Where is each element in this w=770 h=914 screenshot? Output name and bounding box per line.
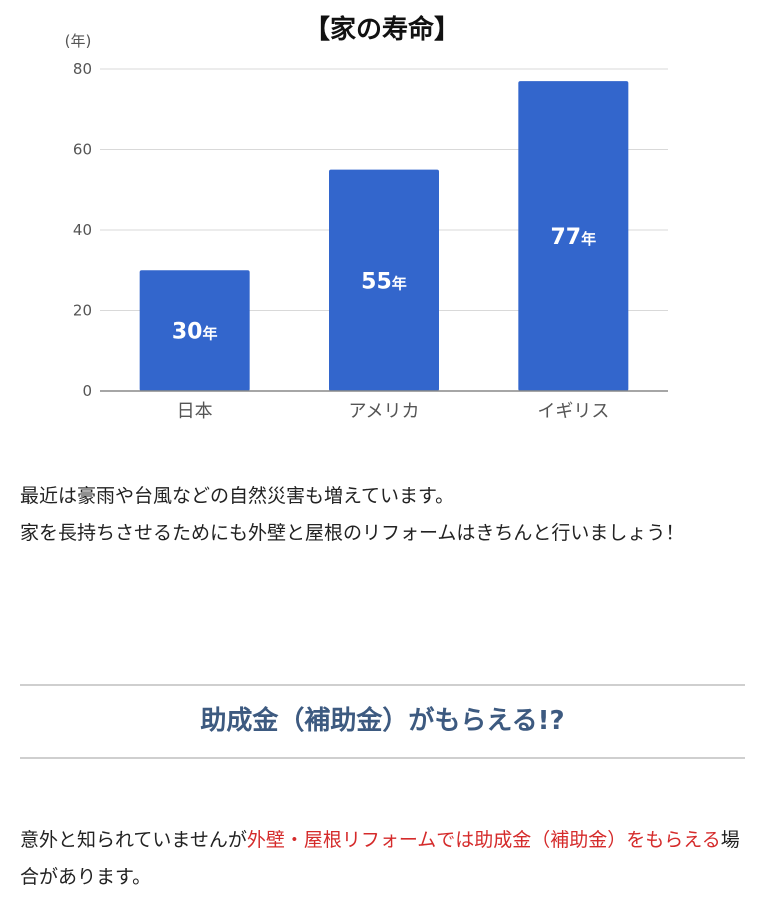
data-label-unit: 年 (202, 325, 217, 343)
x-tick-label: イギリス (537, 401, 609, 422)
bar-2 (329, 169, 439, 391)
bars (139, 81, 629, 391)
data-label-unit: 年 (392, 274, 407, 292)
intro-line-2: 家を長持ちさせるためにも外壁と屋根のリフォームはきちんと行いましょう！ (20, 522, 685, 544)
y-tick-label: 60 (73, 141, 92, 159)
section-divider-top (20, 684, 745, 686)
x-tick-labels: 日本 アメリカ イギリス (177, 401, 610, 422)
data-label-value: 55 (361, 269, 392, 294)
y-tick-label: 40 (73, 221, 92, 239)
x-tick-label: 日本 (177, 401, 213, 422)
intro-paragraph: 最近は豪雨や台風などの自然災害も増えています。 家を長持ちさせるためにも外壁と屋… (20, 478, 750, 552)
subsidy-highlight-text: 外壁・屋根リフォームでは助成金（補助金）をもらえる (246, 829, 721, 851)
data-label-unit: 年 (581, 230, 596, 248)
subsidy-paragraph: 意外と知られていませんが外壁・屋根リフォームでは助成金（補助金）をもらえる場合が… (20, 822, 750, 896)
intro-line-1: 最近は豪雨や台風などの自然災害も増えています。 (20, 485, 455, 507)
data-label-value: 30 (172, 320, 203, 345)
y-tick-label: 80 (73, 60, 92, 78)
section-heading: 助成金（補助金）がもらえる!? (200, 706, 565, 736)
subsidy-outro-text: 場合があります。 (20, 829, 740, 888)
y-tick-label: 20 (73, 302, 92, 320)
section-divider-bottom (20, 757, 745, 759)
bar-3 (518, 81, 629, 391)
y-tick-labels: 0 20 40 60 80 (73, 60, 92, 400)
subsidy-intro-text: 意外と知られていませんが (20, 829, 247, 851)
x-tick-label: アメリカ (348, 401, 419, 422)
y-axis-unit-label: (年) (65, 32, 92, 50)
data-label-value: 77 (551, 225, 582, 250)
data-label: 30年 (172, 320, 218, 345)
data-label: 55年 (361, 269, 407, 294)
bar-1 (139, 270, 250, 391)
y-tick-label: 0 (82, 382, 92, 400)
data-label: 77年 (551, 225, 597, 250)
chart-title: 【家の寿命】 (304, 14, 460, 45)
